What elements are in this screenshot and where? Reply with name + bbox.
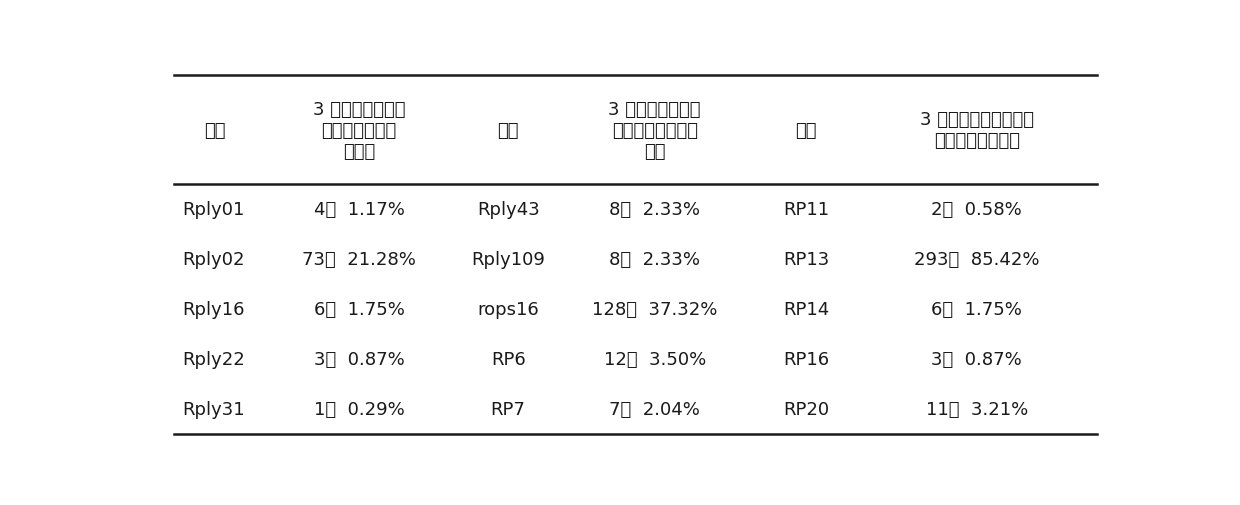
- Text: 位点: 位点: [497, 122, 518, 139]
- Text: 3 个以上等位基因的无
性系数量及百分比: 3 个以上等位基因的无 性系数量及百分比: [920, 111, 1034, 150]
- Text: 7；  2.04%: 7； 2.04%: [609, 400, 701, 418]
- Text: RP20: RP20: [782, 400, 830, 418]
- Text: 8；  2.33%: 8； 2.33%: [609, 201, 701, 219]
- Text: 4；  1.17%: 4； 1.17%: [314, 201, 404, 219]
- Text: 73；  21.28%: 73； 21.28%: [303, 250, 417, 269]
- Text: 3 个以上等位基因
的无性系数量及
百分比: 3 个以上等位基因 的无性系数量及 百分比: [312, 101, 405, 160]
- Text: 3 个以上等位基因
的无性系数量及百
分比: 3 个以上等位基因 的无性系数量及百 分比: [609, 101, 701, 160]
- Text: Rply31: Rply31: [182, 400, 244, 418]
- Text: 6；  1.75%: 6； 1.75%: [931, 300, 1022, 319]
- Text: 位点: 位点: [795, 122, 817, 139]
- Text: Rply02: Rply02: [182, 250, 244, 269]
- Text: rops16: rops16: [477, 300, 539, 319]
- Text: Rply43: Rply43: [477, 201, 539, 219]
- Text: 1；  0.29%: 1； 0.29%: [314, 400, 404, 418]
- Text: 8；  2.33%: 8； 2.33%: [609, 250, 701, 269]
- Text: RP16: RP16: [782, 350, 830, 368]
- Text: RP13: RP13: [782, 250, 830, 269]
- Text: Rply16: Rply16: [182, 300, 244, 319]
- Text: RP7: RP7: [491, 400, 526, 418]
- Text: Rply01: Rply01: [182, 201, 244, 219]
- Text: 12；  3.50%: 12； 3.50%: [604, 350, 706, 368]
- Text: 位点: 位点: [205, 122, 226, 139]
- Text: RP6: RP6: [491, 350, 526, 368]
- Text: Rply22: Rply22: [182, 350, 244, 368]
- Text: 128；  37.32%: 128； 37.32%: [591, 300, 718, 319]
- Text: 11；  3.21%: 11； 3.21%: [925, 400, 1028, 418]
- Text: 3；  0.87%: 3； 0.87%: [314, 350, 404, 368]
- Text: 2；  0.58%: 2； 0.58%: [931, 201, 1022, 219]
- Text: 6；  1.75%: 6； 1.75%: [314, 300, 404, 319]
- Text: 3；  0.87%: 3； 0.87%: [931, 350, 1022, 368]
- Text: 293；  85.42%: 293； 85.42%: [914, 250, 1039, 269]
- Text: RP14: RP14: [782, 300, 830, 319]
- Text: Rply109: Rply109: [471, 250, 546, 269]
- Text: RP11: RP11: [782, 201, 830, 219]
